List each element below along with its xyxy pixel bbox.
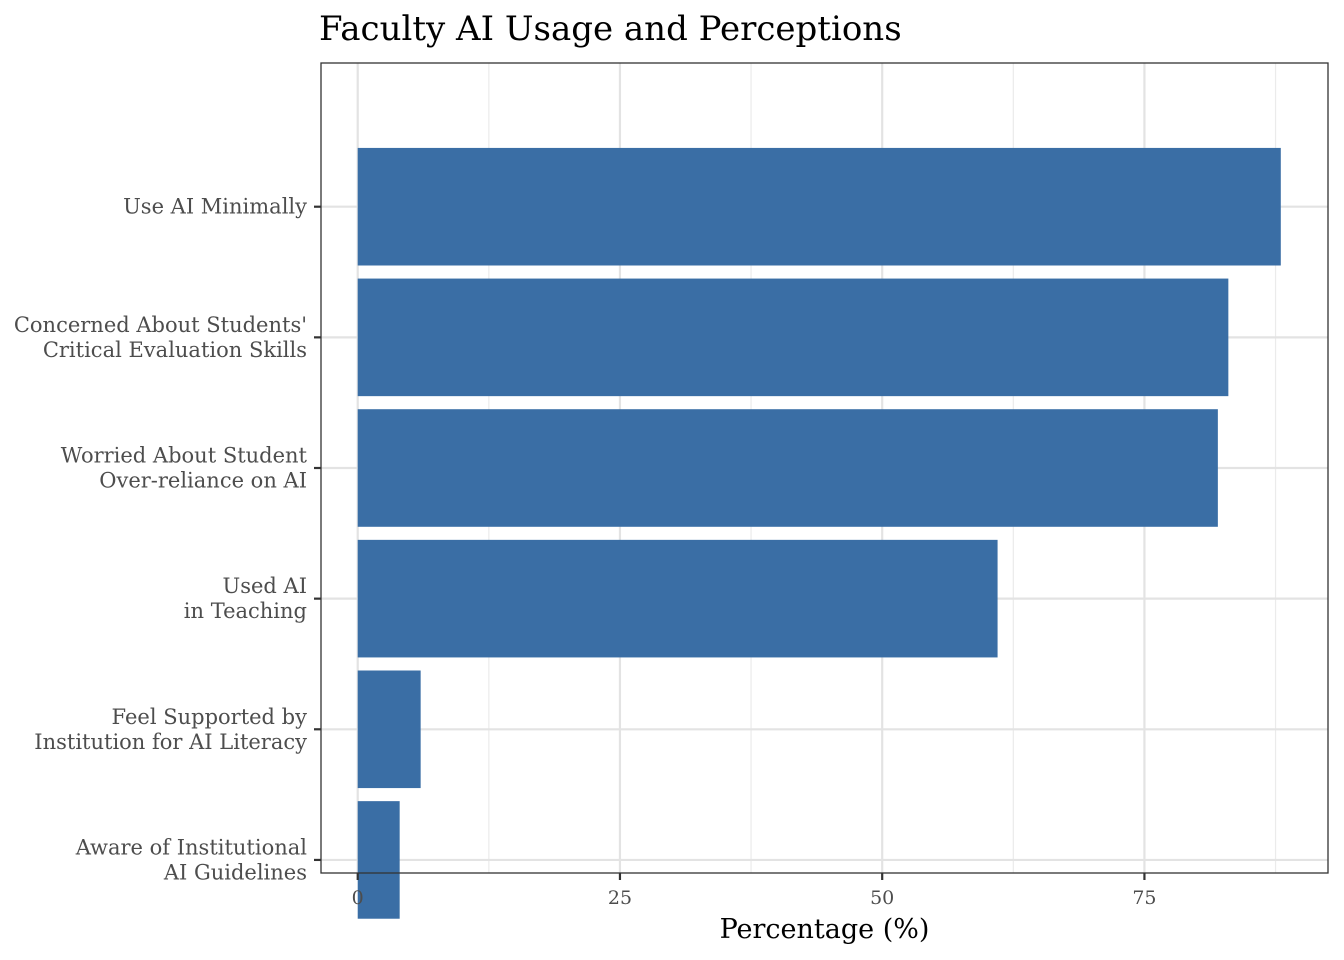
bar [357, 278, 1229, 397]
y-tick-label: in Teaching [184, 599, 307, 623]
bars [357, 147, 1281, 919]
x-tick-label: 0 [352, 887, 364, 909]
chart-title: Faculty AI Usage and Perceptions [319, 9, 902, 49]
bar [357, 409, 1218, 527]
y-tick-label: Worried About Student [61, 444, 308, 468]
x-axis-label: Percentage (%) [720, 914, 930, 945]
y-tick-label: Aware of Institutional [75, 835, 308, 859]
bar [357, 147, 1281, 266]
x-tick-label: 75 [1132, 887, 1156, 909]
y-tick-label: Institution for AI Literacy [34, 730, 307, 754]
x-tick-label: 25 [608, 887, 632, 909]
y-tick-label: AI Guidelines [163, 860, 307, 884]
bar [357, 670, 421, 789]
x-tick-label: 50 [870, 887, 894, 909]
y-tick-label: Over-reliance on AI [99, 469, 307, 493]
bar [357, 801, 400, 919]
y-tick-label: Concerned About Students' [14, 313, 307, 337]
x-axis: 0 25 50 75 [352, 873, 1157, 909]
y-tick-label: Feel Supported by [112, 705, 308, 729]
bar [357, 539, 998, 658]
y-tick-label: Critical Evaluation Skills [43, 338, 307, 362]
y-tick-label: Use AI Minimally [123, 195, 307, 219]
y-axis: Use AI Minimally Concerned About Students… [14, 195, 321, 884]
y-tick-label: Used AI [223, 574, 307, 598]
